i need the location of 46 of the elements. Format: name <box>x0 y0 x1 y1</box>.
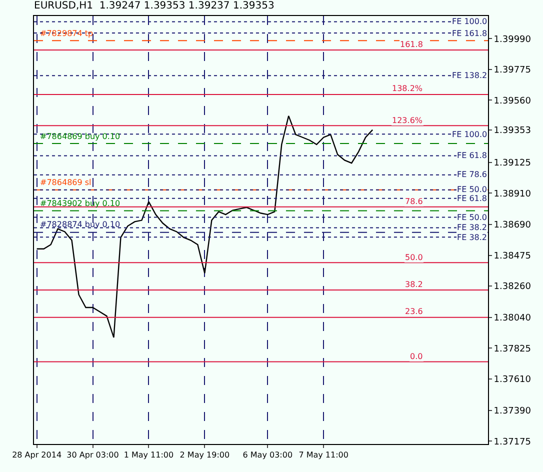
ref-line-label: FE 50.0 <box>457 185 488 194</box>
annotation: 123.6% <box>392 116 423 125</box>
y-tick-label: 1.39353 <box>494 126 532 136</box>
y-tick-label: 1.38475 <box>494 251 532 262</box>
ref-line-label: #7828874 buy 0.10 <box>40 220 120 229</box>
ref-line-label: #7864869 buy 0.10 <box>40 132 120 141</box>
y-tick-label: 1.37390 <box>494 406 532 417</box>
y-tick-label: 1.38690 <box>494 220 532 231</box>
ref-line-label: FE 100.0 <box>452 17 488 26</box>
x-tick-label: 2 May 19:00 <box>180 450 230 460</box>
annotation: 138.2% <box>392 84 423 93</box>
y-tick-label: 1.38910 <box>494 189 532 200</box>
y-tick-label: 1.39560 <box>494 96 532 106</box>
annotation: 50.0 <box>405 253 423 262</box>
y-tick-label: 1.39775 <box>494 66 532 76</box>
chart-title: EURUSD,H1 1.39247 1.39353 1.39237 1.39353 <box>34 0 274 12</box>
ref-line-label: #7843902 buy 0.10 <box>40 199 120 208</box>
ref-line-label: FE 61.8 <box>457 194 488 203</box>
ref-line-label: FE 38.2 <box>457 223 488 232</box>
annotation: 78.6 <box>405 197 423 206</box>
y-tick-label: 1.39125 <box>494 158 532 169</box>
annotation: 0.0 <box>410 352 423 361</box>
ref-line-label: FE 61.8 <box>457 151 488 160</box>
y-tick-label: 1.38040 <box>494 314 532 324</box>
y-tick-label: 1.39990 <box>494 34 532 45</box>
y-tick-label: 1.37610 <box>494 375 532 386</box>
ref-line-label: FE 50.0 <box>457 213 488 222</box>
ref-line-label: #7864869 sl <box>40 178 92 187</box>
ref-line-label: FE 78.6 <box>457 170 488 179</box>
y-tick-label: 1.37175 <box>494 437 532 448</box>
x-tick-label: 28 Apr 2014 <box>12 450 62 460</box>
ref-line-label: FE 161.8 <box>452 29 488 38</box>
x-tick-label: 30 Apr 03:00 <box>66 450 119 460</box>
annotation: 38.2 <box>405 280 423 289</box>
line-series <box>36 115 374 338</box>
ref-line-label: #7829874 tp <box>40 29 94 38</box>
ref-line-label: FE 138.2 <box>452 71 488 80</box>
x-tick-label: 1 May 11:00 <box>124 450 174 460</box>
y-tick-label: 1.37825 <box>494 344 532 354</box>
ref-line-label: FE 38.2 <box>457 233 488 242</box>
annotation: 161.8 <box>400 40 423 49</box>
x-tick-label: 7 May 11:00 <box>298 450 348 460</box>
x-tick-label: 6 May 03:00 <box>242 450 293 460</box>
annotation: 23.6 <box>405 307 423 316</box>
ref-line-label: FE 100.0 <box>452 130 488 139</box>
y-tick-label: 1.38260 <box>494 282 532 292</box>
